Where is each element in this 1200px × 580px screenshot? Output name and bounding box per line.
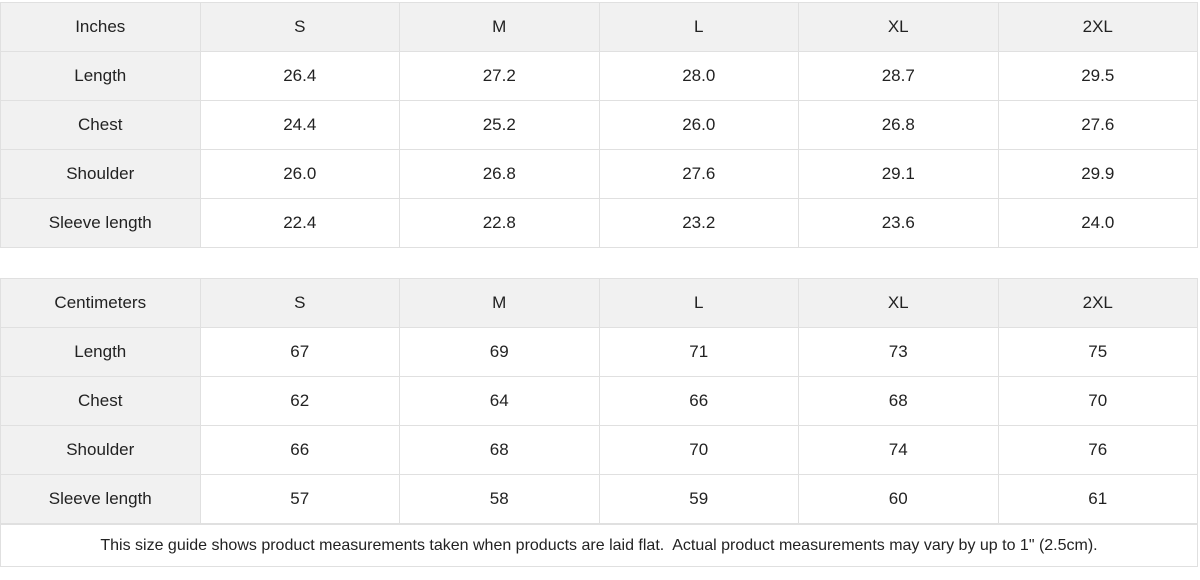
table-row: Sleeve length 22.4 22.8 23.2 23.6 24.0: [0, 198, 1198, 248]
size-value-cell: 22.8: [399, 198, 600, 248]
inches-size-table: Inches S M L XL 2XL Length 26.4 27.2 28.…: [0, 2, 1198, 248]
size-value-cell: 27.2: [399, 51, 600, 101]
row-label: Sleeve length: [0, 474, 201, 524]
centimeters-size-table: Centimeters S M L XL 2XL Length 67 69 71…: [0, 278, 1198, 524]
table-row: Chest 62 64 66 68 70: [0, 376, 1198, 426]
size-value-cell: 29.9: [997, 149, 1198, 199]
size-column-header-2xl: 2XL: [997, 278, 1198, 328]
row-label: Shoulder: [0, 425, 201, 475]
size-value-cell: 61: [997, 474, 1198, 524]
size-value-cell: 28.7: [798, 51, 999, 101]
size-column-header-l: L: [598, 2, 799, 52]
table-row: Length 26.4 27.2 28.0 28.7 29.5: [0, 51, 1198, 101]
size-column-header-xl: XL: [798, 278, 999, 328]
size-value-cell: 69: [399, 327, 600, 377]
size-value-cell: 24.4: [199, 100, 400, 150]
size-value-cell: 68: [798, 376, 999, 426]
size-value-cell: 26.0: [199, 149, 400, 199]
size-value-cell: 23.2: [598, 198, 799, 248]
size-value-cell: 29.1: [798, 149, 999, 199]
size-value-cell: 59: [598, 474, 799, 524]
size-column-header-xl: XL: [798, 2, 999, 52]
size-value-cell: 66: [199, 425, 400, 475]
size-value-cell: 26.0: [598, 100, 799, 150]
size-value-cell: 68: [399, 425, 600, 475]
size-value-cell: 26.4: [199, 51, 400, 101]
size-value-cell: 27.6: [997, 100, 1198, 150]
size-value-cell: 26.8: [798, 100, 999, 150]
size-column-header-l: L: [598, 278, 799, 328]
table-row: Chest 24.4 25.2 26.0 26.8 27.6: [0, 100, 1198, 150]
size-value-cell: 62: [199, 376, 400, 426]
size-guide-note: This size guide shows product measuremen…: [0, 524, 1198, 567]
size-value-cell: 67: [199, 327, 400, 377]
size-value-cell: 22.4: [199, 198, 400, 248]
row-label: Shoulder: [0, 149, 201, 199]
table-header-row: Centimeters S M L XL 2XL: [0, 278, 1198, 328]
size-column-header-m: M: [399, 2, 600, 52]
size-value-cell: 73: [798, 327, 999, 377]
size-value-cell: 29.5: [997, 51, 1198, 101]
size-value-cell: 64: [399, 376, 600, 426]
size-value-cell: 26.8: [399, 149, 600, 199]
size-value-cell: 74: [798, 425, 999, 475]
size-value-cell: 70: [997, 376, 1198, 426]
table-row: Shoulder 26.0 26.8 27.6 29.1 29.9: [0, 149, 1198, 199]
table-row: Sleeve length 57 58 59 60 61: [0, 474, 1198, 524]
table-header-row: Inches S M L XL 2XL: [0, 2, 1198, 52]
size-column-header-s: S: [199, 278, 400, 328]
size-value-cell: 66: [598, 376, 799, 426]
row-label: Chest: [0, 376, 201, 426]
size-value-cell: 70: [598, 425, 799, 475]
size-value-cell: 71: [598, 327, 799, 377]
size-value-cell: 60: [798, 474, 999, 524]
unit-header-inches: Inches: [0, 2, 201, 52]
size-column-header-m: M: [399, 278, 600, 328]
size-value-cell: 23.6: [798, 198, 999, 248]
size-column-header-2xl: 2XL: [997, 2, 1198, 52]
size-value-cell: 28.0: [598, 51, 799, 101]
size-value-cell: 75: [997, 327, 1198, 377]
size-value-cell: 57: [199, 474, 400, 524]
table-row: Shoulder 66 68 70 74 76: [0, 425, 1198, 475]
row-label: Length: [0, 51, 201, 101]
row-label: Length: [0, 327, 201, 377]
size-value-cell: 24.0: [997, 198, 1198, 248]
unit-header-centimeters: Centimeters: [0, 278, 201, 328]
size-column-header-s: S: [199, 2, 400, 52]
row-label: Sleeve length: [0, 198, 201, 248]
size-value-cell: 58: [399, 474, 600, 524]
table-gap: [0, 248, 1200, 278]
table-row: Length 67 69 71 73 75: [0, 327, 1198, 377]
row-label: Chest: [0, 100, 201, 150]
size-value-cell: 76: [997, 425, 1198, 475]
size-value-cell: 27.6: [598, 149, 799, 199]
size-value-cell: 25.2: [399, 100, 600, 150]
